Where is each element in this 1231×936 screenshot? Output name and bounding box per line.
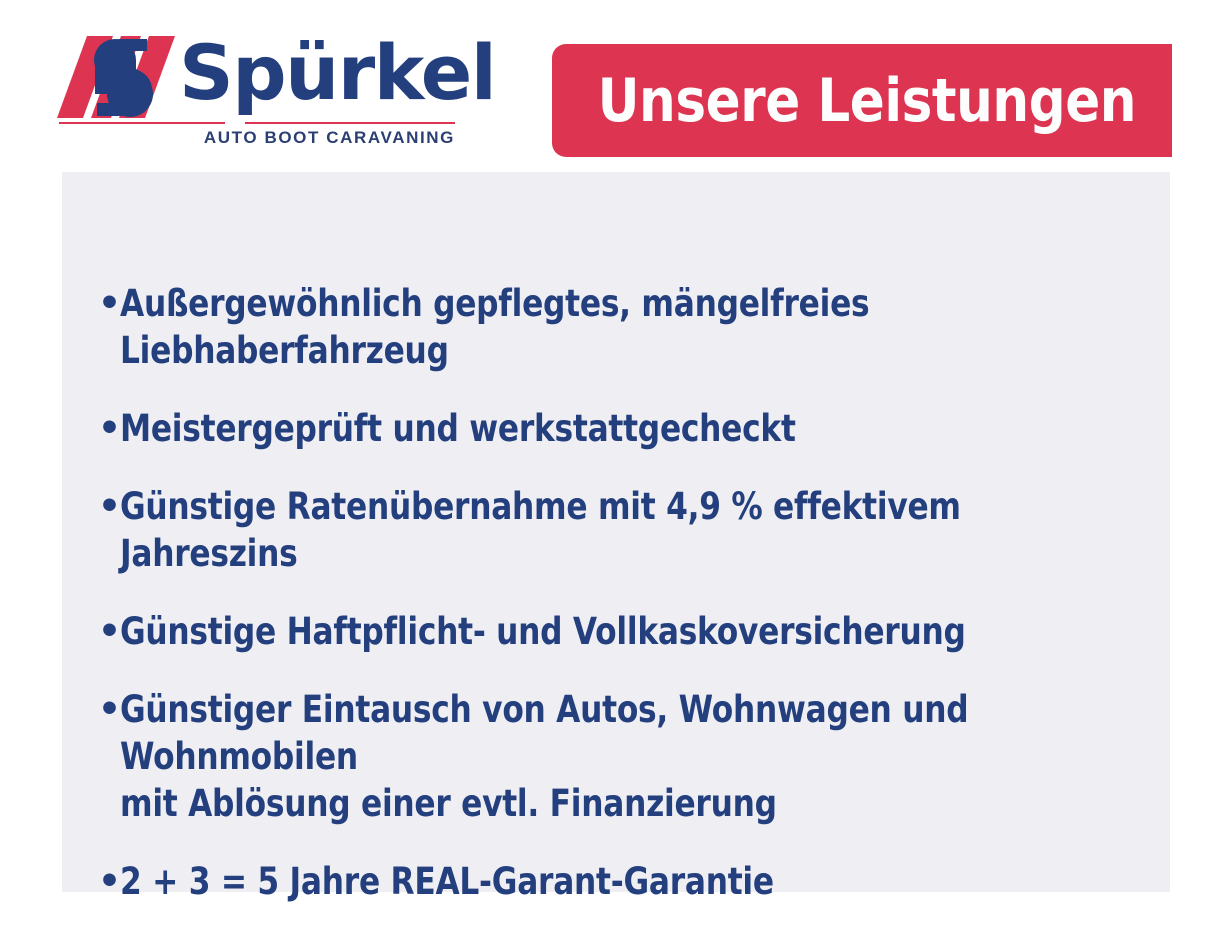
section-title: Unsere Leistungen [597,65,1137,136]
logo-wordmark: Spürkel [179,28,497,117]
list-item-label: Außergewöhnlich gepflegtes, mängelfreies… [120,282,870,372]
bullet-icon: • [98,283,122,324]
logo-divider-rule [59,122,455,124]
list-item-label: Günstige Ratenübernahme mit 4,9 % effekt… [120,485,961,575]
list-item-label: Günstige Haftpflicht- und Vollkaskoversi… [120,610,966,653]
list-item-label: Günstiger Eintausch von Autos, Wohnwagen… [120,688,969,825]
section-title-banner: Unsere Leistungen [552,44,1172,157]
list-item: • Günstiger Eintausch von Autos, Wohnwag… [98,686,1148,827]
bullet-icon: • [98,611,122,652]
bullet-icon: • [98,861,122,902]
content-panel: • Außergewöhnlich gepflegtes, mängelfrei… [62,172,1170,903]
list-item: • Außergewöhnlich gepflegtes, mängelfrei… [98,280,1148,374]
logo-tagline: AUTO BOOT CARAVANING [203,128,455,147]
logo-rule-gap [225,120,245,127]
spuerkel-s-mark-icon [57,36,177,118]
list-item: • Günstige Haftpflicht- und Vollkaskover… [98,608,1148,655]
list-item-label: Meistergeprüft und werkstattgecheckt [120,407,796,450]
list-item: • 2 + 3 = 5 Jahre REAL-Garant-Garantie [98,858,1148,905]
bullet-icon: • [98,486,122,527]
services-list: • Außergewöhnlich gepflegtes, mängelfrei… [98,280,1148,936]
bullet-icon: • [98,408,122,449]
bullet-icon: • [98,689,122,730]
list-item-label: 2 + 3 = 5 Jahre REAL-Garant-Garantie [120,860,774,903]
list-item: • Meistergeprüft und werkstattgecheckt [98,405,1148,452]
list-item: • Günstige Ratenübernahme mit 4,9 % effe… [98,483,1148,577]
company-logo: Spürkel AUTO BOOT CARAVANING [57,30,497,152]
header: Spürkel AUTO BOOT CARAVANING Unsere Leis… [0,0,1231,172]
